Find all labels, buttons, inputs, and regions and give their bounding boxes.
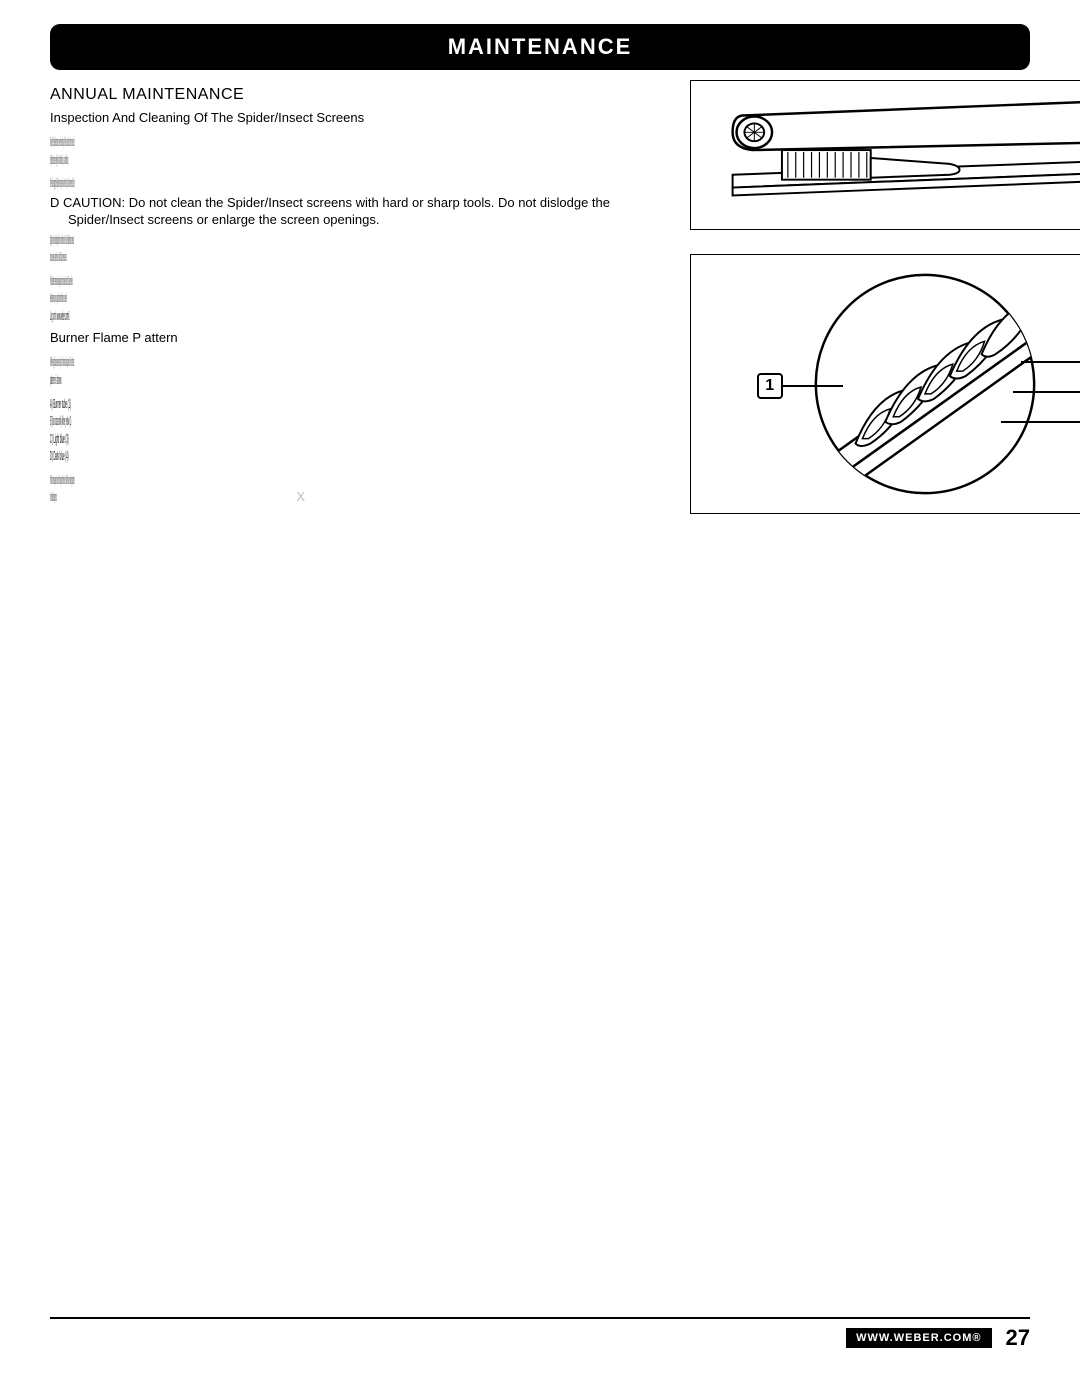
body-text: Log on to www.weber.com®. (50, 307, 666, 325)
content-columns: ANNUAL MAINTENANCE Inspection And Cleani… (50, 80, 1030, 514)
body-text: If the Spider/Insect screen becomes dama… (50, 272, 75, 290)
right-column: 1 2 3 4 (690, 80, 1080, 514)
flame-svg (691, 255, 1080, 513)
body-text: in the troubleshooting section. X (50, 488, 666, 506)
brush-svg (691, 81, 1080, 229)
caution-text: D CAUTION: Do not clean the Spider/Insec… (50, 194, 666, 229)
callout-line (783, 385, 843, 387)
annual-maintenance-title: ANNUAL MAINTENANCE (50, 86, 666, 104)
page-number: 27 (1006, 1325, 1030, 1351)
callout-line (1001, 421, 1080, 423)
page-footer: WWW.WEBER.COM® 27 (50, 1317, 1030, 1351)
body-text: Representative in your area using the co… (50, 289, 75, 307)
body-text: pattern is shown. (50, 371, 124, 389)
grey-mark: X (296, 489, 305, 504)
body-text: To inspect the Spider/Insect screens, re… (50, 133, 75, 151)
body-text: Lightly tap the burner to dislodge debri… (50, 231, 75, 249)
burner-flame-subtitle: Burner Flame P attern (50, 330, 666, 345)
section-header: MAINTENANCE (50, 24, 1030, 70)
body-text: the Spider/Insect screens lightly with a… (50, 151, 75, 169)
footer-rule (50, 1317, 1030, 1319)
body-text: If there is debris clogging the Spider/I… (50, 174, 75, 192)
list-item: A) Burner tube (1) (50, 395, 666, 413)
inspection-subtitle: Inspection And Cleaning Of The Spider/In… (50, 110, 666, 125)
footer-url: WWW.WEBER.COM® (846, 1328, 991, 1348)
left-column: ANNUAL MAINTENANCE Inspection And Cleani… (50, 80, 666, 514)
callout-line (1021, 361, 1080, 363)
illustration-flame: 1 2 3 4 (690, 254, 1080, 514)
callout-line (1013, 391, 1080, 393)
list-item: D) Dark blue (4) (50, 447, 666, 465)
illustration-brush (690, 80, 1080, 230)
list-item: C) Light blue (3) (50, 430, 666, 448)
body-text: The Weber® gas grill burners have been f… (50, 353, 75, 371)
body-text: burners are clean replace the burners. C… (50, 248, 75, 266)
list-item: B) Tips occasionally flicker yellow (2) (50, 412, 666, 430)
callout-1: 1 (757, 373, 783, 399)
body-text: If the flames do not appear to be unifor… (50, 471, 75, 489)
